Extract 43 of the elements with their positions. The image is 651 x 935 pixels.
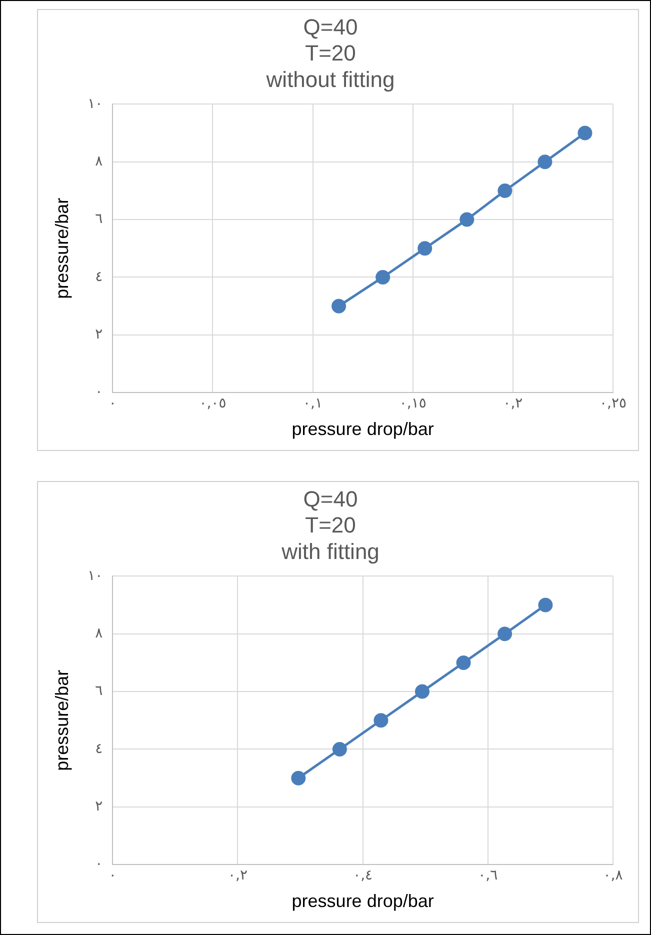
x-tick-label: ٠ bbox=[108, 868, 116, 884]
x-tick-label: ٠,١ bbox=[303, 396, 323, 412]
point bbox=[332, 742, 347, 756]
y-tick-label: ٨ bbox=[95, 626, 104, 642]
y-tick-label: ١٠ bbox=[88, 568, 103, 584]
chart-title: Q=40 T=20 without fitting bbox=[265, 14, 395, 92]
y-axis-title: pressure/bar bbox=[52, 198, 72, 299]
y-tick-label: ١٠ bbox=[88, 96, 103, 112]
x-tick-label: ٠,٢٥ bbox=[599, 396, 627, 412]
y-tick-label: ٦ bbox=[95, 211, 103, 228]
point bbox=[498, 183, 512, 198]
x-tick-label: ٠,٢ bbox=[503, 396, 523, 412]
x-axis-title: pressure drop/bar bbox=[292, 891, 434, 912]
chart-title: Q=40 T=20 with fitting bbox=[280, 486, 380, 564]
y-axis-title: pressure/bar bbox=[52, 670, 72, 771]
y-tick-label: ٠ bbox=[95, 856, 103, 872]
x-tick-label: ٠,٨ bbox=[603, 868, 624, 884]
point bbox=[538, 598, 553, 612]
x-tick-label: ٠,٦ bbox=[478, 868, 498, 884]
point bbox=[418, 241, 432, 256]
point bbox=[456, 655, 471, 670]
point bbox=[460, 212, 474, 227]
y-tick-label: ٠ bbox=[95, 384, 103, 400]
x-tick-label: ٠,٠٥ bbox=[199, 396, 226, 412]
point bbox=[538, 154, 552, 170]
x-tick-label: ٠,٤ bbox=[353, 868, 373, 884]
point bbox=[414, 684, 430, 699]
point bbox=[332, 298, 346, 314]
y-tick-label: ٢ bbox=[95, 326, 103, 343]
y-tick-label: ٤ bbox=[95, 740, 103, 757]
y-tick-label: ٨ bbox=[95, 154, 104, 170]
y-tick-label: ٦ bbox=[95, 683, 103, 700]
y-tick-label: ٢ bbox=[95, 798, 103, 815]
y-tick-label: ٤ bbox=[95, 268, 103, 285]
x-tick-label: ٠,١٥ bbox=[399, 396, 426, 412]
point bbox=[291, 770, 306, 786]
x-axis-title: pressure drop/bar bbox=[292, 419, 434, 440]
x-tick-label: ٠,٢ bbox=[228, 868, 248, 884]
point bbox=[376, 270, 390, 284]
x-tick-label: ٠ bbox=[108, 396, 116, 412]
point bbox=[374, 713, 388, 728]
point bbox=[498, 626, 512, 642]
point bbox=[578, 126, 592, 140]
